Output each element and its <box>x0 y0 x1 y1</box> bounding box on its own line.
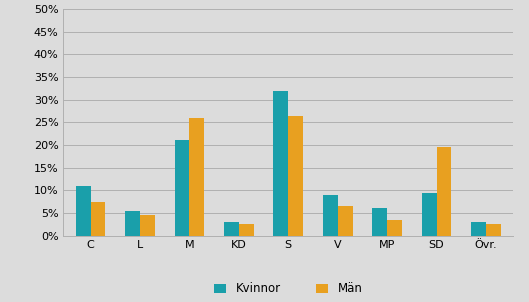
Bar <box>140 215 155 236</box>
Bar <box>90 202 105 236</box>
Bar <box>239 224 254 236</box>
Bar <box>273 91 288 236</box>
Bar <box>288 115 303 236</box>
Bar <box>372 208 387 236</box>
Bar <box>422 193 436 236</box>
Bar <box>323 195 338 236</box>
Bar <box>224 222 239 236</box>
Bar <box>486 224 501 236</box>
Bar <box>175 140 189 236</box>
Bar <box>387 220 402 236</box>
Bar <box>338 206 352 236</box>
Bar <box>436 147 451 236</box>
Bar <box>76 186 90 236</box>
Legend: Kvinnor, Män: Kvinnor, Män <box>214 282 362 295</box>
Bar <box>471 222 486 236</box>
Bar <box>189 118 204 236</box>
Bar <box>125 211 140 236</box>
